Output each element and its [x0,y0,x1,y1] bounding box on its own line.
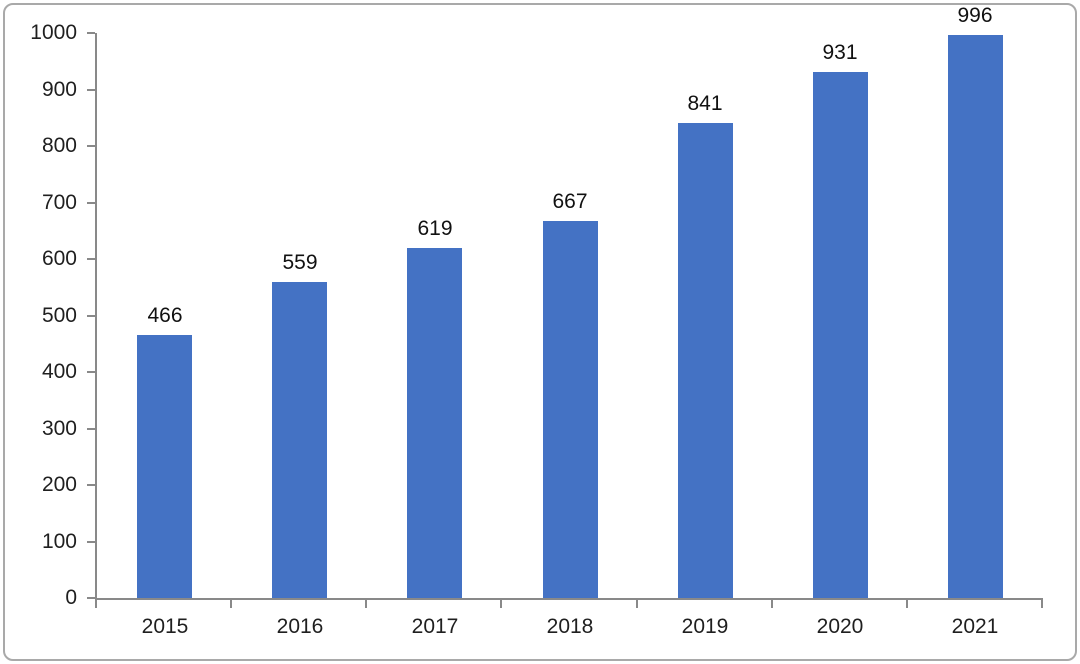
bar [272,282,327,598]
x-tick-mark [230,600,233,608]
y-tick-label: 900 [41,77,77,101]
y-tick-label: 600 [41,247,77,270]
x-tick-mark [1041,600,1043,608]
y-tick-mark [87,201,95,204]
bar-value-label: 559 [282,251,318,274]
bar-value-label: 841 [687,92,723,115]
bar-value-label: 931 [822,41,858,64]
x-tick-label: 2019 [681,615,729,638]
y-tick-label: 100 [41,529,77,553]
x-tick-mark [635,600,638,608]
y-tick-mark [87,314,95,317]
y-tick-mark [87,145,95,147]
x-tick-label: 2021 [951,615,999,638]
y-tick-mark [87,258,95,260]
y-tick-mark [87,597,95,599]
bar-value-label: 466 [147,304,183,327]
x-tick-mark [770,600,773,608]
y-tick-label: 300 [41,416,77,440]
y-tick-mark [87,427,95,430]
y-tick-mark [87,371,95,373]
x-tick-label: 2017 [411,615,459,638]
y-tick-mark [87,540,95,543]
x-tick-label: 2015 [141,615,189,638]
x-tick-mark [905,600,908,608]
x-tick-label: 2020 [816,615,864,638]
x-axis-line [95,598,1043,600]
x-tick-mark [500,600,503,608]
bar-value-label: 619 [417,217,453,240]
x-tick-mark [365,600,368,608]
y-tick-mark [87,32,95,34]
y-tick-label: 1000 [30,21,77,44]
bar [813,72,868,598]
bar [948,35,1003,598]
y-tick-label: 200 [41,473,77,496]
bar [137,335,192,598]
y-tick-label: 400 [41,360,77,383]
y-tick-label: 500 [41,303,77,327]
y-tick-mark [87,88,95,91]
x-tick-mark [95,600,97,608]
bar [407,248,462,598]
bar [678,123,733,598]
y-tick-label: 700 [41,190,77,214]
bar-value-label: 996 [957,4,993,27]
y-tick-label: 800 [41,134,77,157]
bar-value-label: 667 [552,190,588,213]
x-tick-label: 2016 [276,615,324,638]
x-tick-label: 2018 [546,615,594,638]
y-tick-mark [87,484,95,486]
bar [543,221,598,598]
y-tick-label: 0 [65,586,77,609]
y-axis-line [95,33,97,600]
